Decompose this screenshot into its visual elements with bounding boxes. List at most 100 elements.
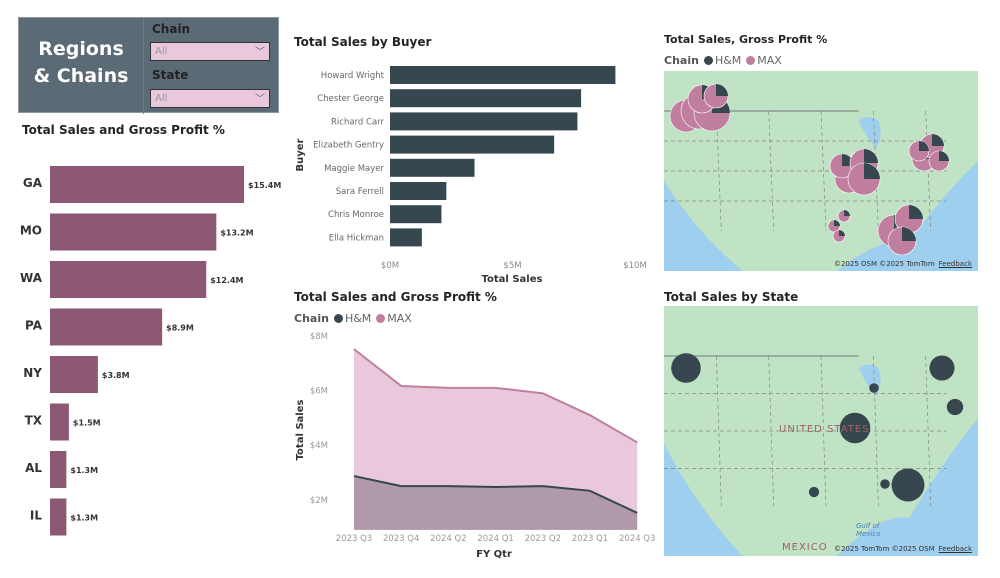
category-label: PA — [25, 319, 43, 333]
bubble-wa — [671, 353, 701, 383]
category-label: NY — [23, 366, 42, 380]
ocean — [664, 443, 743, 556]
category-label: IL — [30, 509, 42, 523]
state-map[interactable]: UNITED STATES Gulf of Mexico MEXICO ©202… — [664, 306, 978, 556]
header-panel: Regions & Chains Chain All ﹀ State All ﹀ — [18, 17, 279, 114]
x-tick-label: 2023 Q1 — [572, 534, 608, 544]
x-tick-label: $0M — [381, 261, 399, 271]
category-label: MO — [20, 224, 42, 238]
y-tick-label: $6M — [310, 387, 328, 397]
x-tick-label: 2024 Q1 — [477, 534, 513, 544]
bubble-pa — [929, 355, 955, 381]
data-label: $8.9M — [166, 324, 194, 333]
map-label-gulf: Gulf of Mexico — [856, 522, 881, 538]
state-border — [872, 110, 879, 232]
ocean — [836, 161, 978, 271]
bar — [50, 451, 67, 488]
pie-slice-hm — [919, 141, 929, 151]
bubble-tx — [808, 486, 820, 498]
state-border — [925, 110, 932, 232]
bar — [390, 182, 447, 200]
pie-slice-hm — [839, 230, 845, 236]
area-chart-title: Total Sales and Gross Profit % — [294, 290, 497, 304]
y-axis-title: Buyer — [295, 138, 306, 171]
state-slicer-label: State — [152, 68, 189, 82]
state-border — [715, 110, 722, 232]
line-hm — [353, 475, 638, 514]
y-tick-label: $8M — [310, 332, 328, 342]
bar — [390, 112, 578, 131]
data-label: $15.4M — [248, 181, 281, 190]
data-label: $1.5M — [73, 419, 101, 428]
bar — [50, 261, 207, 298]
pie-slice-hm — [834, 220, 840, 226]
map-label-mexico: MEXICO — [782, 542, 828, 553]
ocean — [836, 418, 978, 556]
bar — [390, 135, 555, 154]
x-tick-label: 2023 Q3 — [336, 534, 372, 544]
state-bar-chart: GA $15.4M MO $13.2M WA $12.4M PA $8.9M NY $3.8M TX… — [20, 166, 281, 536]
bar — [50, 403, 69, 441]
x-tick-label: $5M — [503, 261, 521, 271]
chain-dropdown-value: All — [155, 46, 168, 57]
pie-map-title: Total Sales, Gross Profit % — [664, 33, 828, 46]
state-border — [820, 110, 827, 232]
state-chart-title: Total Sales and Gross Profit % — [22, 123, 225, 137]
x-tick-label: 2024 Q2 — [430, 534, 466, 544]
bubble-ga — [891, 468, 925, 502]
category-label: AL — [25, 461, 42, 475]
great-lakes — [858, 364, 881, 397]
area-max — [354, 349, 638, 530]
category-label: Chester George — [317, 94, 384, 104]
feedback-link[interactable]: Feedback — [938, 545, 972, 553]
report-title: Regions & Chains — [33, 38, 129, 87]
bar — [50, 498, 67, 536]
bubble-mo — [839, 412, 871, 444]
map-attribution: ©2025 OSM ©2025 TomTom Feedback — [833, 260, 972, 268]
buyer-chart-title: Total Sales by Buyer — [294, 35, 432, 49]
divider — [143, 18, 144, 114]
state-map-title: Total Sales by State — [664, 290, 799, 304]
category-label: Sara Ferrell — [336, 187, 384, 197]
pie-slice-hm — [909, 205, 923, 219]
bar — [390, 66, 616, 84]
data-label: $13.2M — [220, 229, 253, 238]
pie-slice-hm — [864, 163, 880, 179]
category-label: WA — [20, 271, 43, 285]
map-attribution: ©2025 TomTom ©2025 OSM Feedback — [833, 545, 972, 553]
x-tick-label: $10M — [623, 261, 647, 271]
y-tick-label: $4M — [310, 441, 328, 451]
bubble-al — [880, 479, 890, 489]
area-chart-legend: Chain H&M MAX — [294, 312, 412, 325]
bar — [50, 308, 163, 346]
chain-dropdown[interactable]: All ﹀ — [150, 42, 270, 61]
pie-slice-hm — [716, 84, 728, 96]
state-dropdown[interactable]: All ﹀ — [150, 89, 270, 108]
data-label: $1.3M — [70, 514, 98, 523]
x-tick-label: 2024 Q3 — [619, 534, 655, 544]
bar — [390, 205, 442, 224]
area-hm — [354, 476, 638, 530]
data-label: $1.3M — [70, 466, 98, 475]
state-dropdown-value: All — [155, 93, 168, 104]
category-label: GA — [23, 176, 43, 190]
data-label: $12.4M — [210, 276, 243, 285]
feedback-link[interactable]: Feedback — [938, 260, 972, 268]
pie-map[interactable]: ©2025 OSM ©2025 TomTom Feedback — [664, 71, 978, 271]
line-max — [353, 348, 638, 444]
category-label: Ella Hickman — [329, 233, 384, 243]
x-axis-title: FY Qtr — [476, 549, 512, 560]
state-border — [768, 110, 775, 232]
pie-slice-hm — [864, 149, 878, 163]
pie-slice-hm — [844, 210, 850, 216]
bubble-ny — [946, 398, 964, 416]
bar — [390, 228, 422, 247]
pie-slice-hm — [902, 227, 916, 241]
y-tick-label: $2M — [310, 496, 328, 506]
chevron-down-icon: ﹀ — [255, 94, 265, 105]
category-label: Richard Carr — [331, 117, 384, 127]
chevron-down-icon: ﹀ — [255, 47, 265, 58]
pie-slice-hm — [939, 151, 949, 161]
y-axis-title: Total Sales — [295, 400, 306, 461]
x-tick-label: 2023 Q2 — [525, 534, 561, 544]
